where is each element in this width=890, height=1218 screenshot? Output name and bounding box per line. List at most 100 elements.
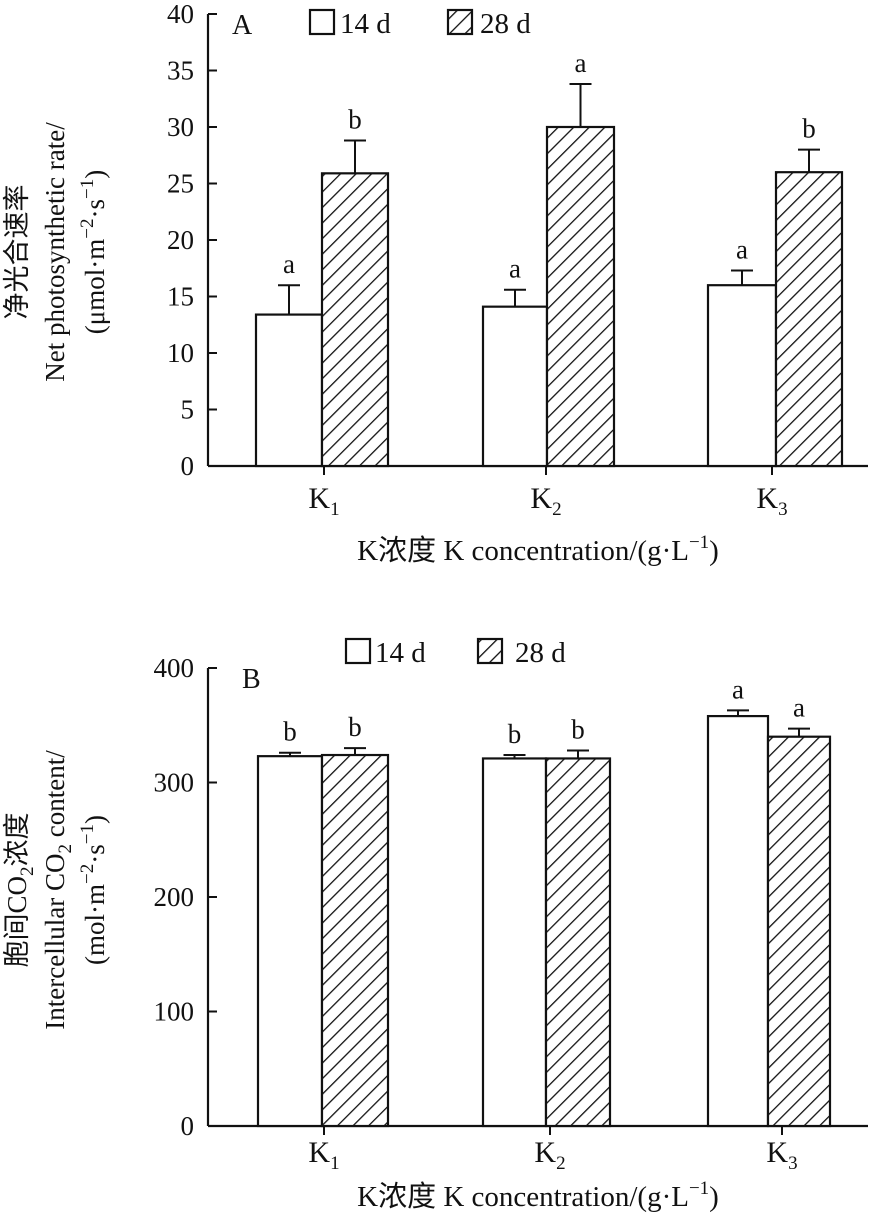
significance-letter: b bbox=[802, 114, 816, 144]
significance-letter: a bbox=[732, 674, 744, 704]
y-axis-label-sup: −1 bbox=[77, 824, 98, 844]
y-axis-label-line: (mol·m−2·s−1) bbox=[77, 815, 110, 965]
x-tick-label-sub: 1 bbox=[330, 499, 340, 520]
y-axis-label-mid: ·s bbox=[80, 199, 110, 219]
y-axis-label-text: (μmol·m bbox=[80, 239, 110, 334]
bar bbox=[706, 714, 770, 1128]
panel-label: B bbox=[242, 664, 261, 695]
x-tick-label: K1 bbox=[308, 1136, 339, 1174]
y-tick-label: 35 bbox=[167, 56, 194, 86]
x-tick-label-main: K bbox=[308, 1136, 330, 1169]
y-tick-label: 20 bbox=[167, 225, 194, 255]
significance-letter: b bbox=[348, 105, 362, 135]
x-tick-label: K3 bbox=[766, 1136, 797, 1174]
legend-swatch bbox=[446, 8, 474, 36]
bar bbox=[481, 305, 549, 468]
legend-label: 28 d bbox=[480, 8, 531, 40]
y-axis-label-text: (mol·m bbox=[80, 884, 110, 965]
x-tick-label-sub: 3 bbox=[778, 499, 788, 520]
y-tick-label: 400 bbox=[154, 653, 195, 683]
significance-letter: b bbox=[348, 712, 362, 742]
bar bbox=[545, 125, 616, 468]
y-axis-label-text: 净光合速率 bbox=[2, 185, 32, 320]
y-tick-label: 30 bbox=[167, 112, 194, 142]
bar bbox=[481, 757, 548, 1128]
y-axis-label-sup: −2 bbox=[77, 864, 98, 884]
x-axis-label-end: ) bbox=[709, 1181, 719, 1213]
x-tick-label-sub: 2 bbox=[552, 499, 562, 520]
bar bbox=[544, 757, 612, 1128]
y-tick-label: 0 bbox=[181, 1111, 195, 1141]
y-axis-label-line: 胞间CO2浓度 bbox=[2, 812, 38, 967]
y-axis-label-mid: ·s bbox=[80, 844, 110, 864]
x-tick-label-sub: 3 bbox=[788, 1153, 798, 1174]
y-tick-label: 40 bbox=[167, 0, 194, 29]
significance-letter: a bbox=[509, 254, 521, 284]
y-axis-label-text: Intercellular CO bbox=[40, 854, 70, 1030]
bar bbox=[320, 753, 390, 1128]
y-axis-label-text: 胞间CO bbox=[2, 876, 32, 968]
legend-swatch bbox=[476, 637, 504, 665]
x-tick-label: K3 bbox=[756, 482, 787, 520]
bar bbox=[254, 313, 324, 468]
panel-label: A bbox=[232, 10, 253, 41]
y-tick-label: 25 bbox=[167, 169, 194, 199]
significance-letter: a bbox=[793, 693, 805, 723]
significance-letter: a bbox=[575, 48, 587, 78]
x-axis-label-sup: −1 bbox=[689, 1178, 709, 1199]
x-tick-label: K2 bbox=[534, 1136, 565, 1174]
x-tick-label-main: K bbox=[530, 482, 552, 515]
y-axis-label-line: Net photosynthetic rate/ bbox=[40, 122, 70, 382]
bar bbox=[320, 172, 390, 468]
y-tick-label: 200 bbox=[154, 882, 195, 912]
y-axis-label-sup: −1 bbox=[77, 179, 98, 199]
significance-letter: b bbox=[283, 717, 297, 747]
x-tick-label-sub: 2 bbox=[556, 1153, 566, 1174]
legend-swatch bbox=[344, 637, 372, 665]
y-tick-label: 100 bbox=[154, 997, 195, 1027]
y-tick-label: 10 bbox=[167, 338, 194, 368]
bar bbox=[766, 735, 832, 1128]
x-tick-label: K2 bbox=[530, 482, 561, 520]
x-axis-label-text: K浓度 K concentration/(g·L bbox=[357, 1180, 689, 1213]
x-axis-label-text: K浓度 K concentration/(g·L bbox=[357, 534, 689, 567]
legend-label: 14 d bbox=[375, 637, 426, 669]
x-axis-label-sup: −1 bbox=[689, 532, 709, 553]
y-axis-label-line: 净光合速率 bbox=[2, 185, 32, 320]
x-tick-label: K1 bbox=[308, 482, 339, 520]
y-tick-label: 5 bbox=[181, 395, 195, 425]
x-axis-label: K浓度 K concentration/(g·L−1) bbox=[357, 532, 719, 567]
significance-letter: b bbox=[571, 714, 585, 744]
bar bbox=[774, 171, 844, 468]
y-axis-label-sub: 2 bbox=[17, 866, 38, 876]
x-tick-label-main: K bbox=[756, 482, 778, 515]
bar bbox=[256, 755, 324, 1128]
significance-letter: a bbox=[736, 235, 748, 265]
y-axis-label-end: content/ bbox=[40, 750, 70, 844]
y-axis-label-sup: −2 bbox=[77, 219, 98, 239]
y-axis-label-end: ) bbox=[80, 815, 110, 824]
y-axis-label-sub: 2 bbox=[55, 844, 76, 854]
y-tick-label: 300 bbox=[154, 768, 195, 798]
y-axis-label-end: 浓度 bbox=[2, 812, 32, 866]
x-tick-label-main: K bbox=[534, 1136, 556, 1169]
y-axis-label-line: Intercellular CO2 content/ bbox=[40, 750, 76, 1030]
x-axis-label: K浓度 K concentration/(g·L−1) bbox=[357, 1178, 719, 1213]
x-tick-label-main: K bbox=[766, 1136, 788, 1169]
y-axis-label-end: ) bbox=[80, 170, 110, 179]
x-axis-label-end: ) bbox=[709, 535, 719, 567]
significance-letter: b bbox=[508, 719, 522, 749]
y-tick-label: 15 bbox=[167, 282, 194, 312]
significance-letter: a bbox=[283, 249, 295, 279]
legend-label: 28 d bbox=[515, 637, 566, 669]
x-tick-label-main: K bbox=[308, 482, 330, 515]
y-axis-label-text: Net photosynthetic rate/ bbox=[40, 122, 70, 382]
bar bbox=[706, 284, 778, 468]
y-tick-label: 0 bbox=[181, 451, 195, 481]
y-axis-label-line: (μmol·m−2·s−1) bbox=[77, 170, 110, 334]
legend-label: 14 d bbox=[340, 8, 391, 40]
legend-swatch bbox=[308, 8, 336, 36]
